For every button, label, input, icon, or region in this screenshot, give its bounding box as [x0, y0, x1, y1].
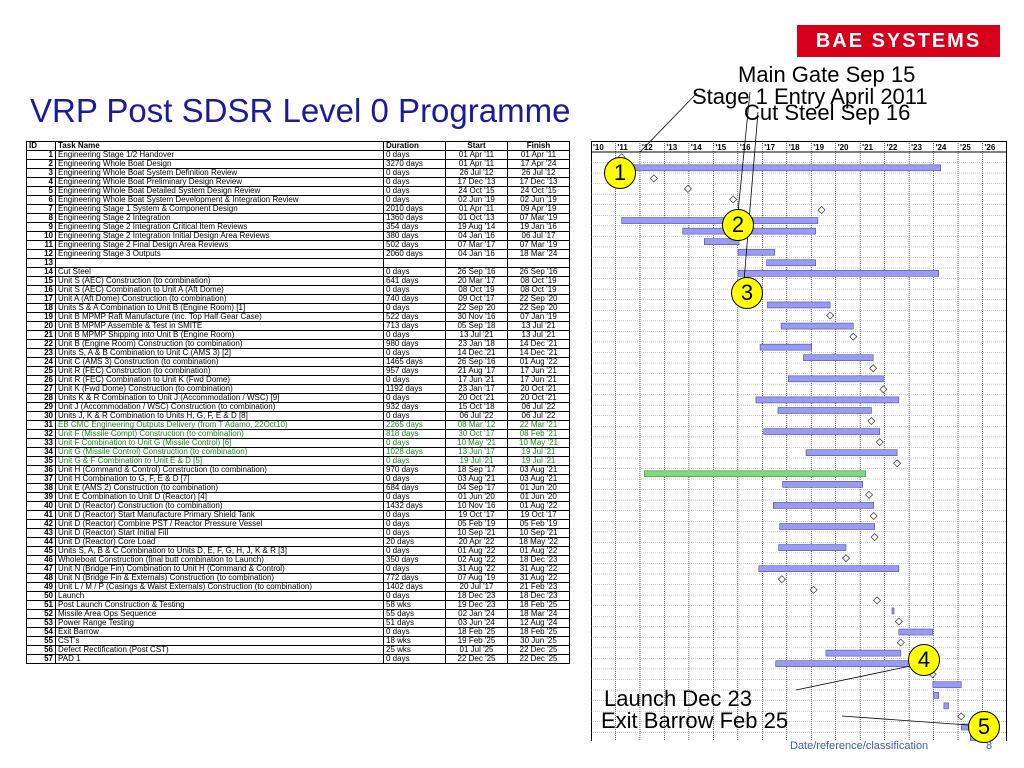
task-bar — [932, 681, 962, 689]
gantt-chart: '10 '11 '12 '13 '14 '15 '16 '17 '18 '19 '20 '21 '22 '… — [591, 141, 1007, 741]
milestone-diamond — [873, 596, 882, 605]
milestone-marker-2: 2 — [722, 209, 754, 241]
task-bar — [755, 396, 900, 404]
gantt-frame — [591, 141, 1007, 741]
task-bar — [621, 217, 819, 224]
year-tick-label: '25 — [960, 143, 971, 152]
task-bar — [780, 322, 854, 330]
table-row: 11 Engineering Stage 2 Final Design Area … — [26, 240, 570, 250]
task-bar — [777, 407, 872, 414]
task-bar — [898, 628, 933, 636]
main-gate-annotation: Main Gate Sep 15 — [738, 62, 916, 87]
milestone-diamond — [826, 311, 835, 320]
year-tick-label: '16 — [740, 143, 751, 152]
milestone-diamond — [896, 638, 905, 647]
milestone-marker-3: 3 — [731, 277, 763, 309]
task-bar — [787, 375, 884, 383]
table-row: 24 Unit C (AMS 3) Construction (to combin… — [26, 357, 570, 367]
milestone-marker-4: 4 — [908, 644, 940, 676]
slide-title: VRP Post SDSR Level 0 Programme — [30, 92, 571, 129]
table-row: 50 Launch 0 days 18 Dec '23 18 Dec '23 — [26, 591, 570, 601]
year-tick-label: '11 — [617, 143, 628, 152]
milestone-diamond — [957, 712, 966, 721]
milestone-diamond — [869, 511, 878, 520]
year-tick-label: '15 — [715, 143, 726, 152]
launch-annotation: Launch Dec 23 — [604, 686, 752, 711]
milestone-diamond — [849, 332, 858, 341]
year-tick-label: '20 — [838, 143, 849, 152]
year-tick-label: '22 — [887, 143, 898, 152]
bae-systems-logo: BAE SYSTEMS — [797, 25, 1000, 57]
milestone-diamond — [864, 490, 873, 499]
year-tick-label: '17 — [764, 143, 775, 152]
milestone-diamond — [809, 585, 818, 594]
milestone-diamond — [894, 617, 903, 626]
milestone-diamond — [777, 575, 786, 584]
task-bar — [825, 649, 902, 657]
task-table: ID Task Name Duration Start Finish 1 Engi… — [26, 141, 570, 664]
year-tick-label: '14 — [691, 143, 702, 152]
milestone-diamond — [683, 184, 692, 193]
table-row: 56 Defect Rectification (Post CST) 25 wks 0… — [26, 645, 570, 655]
task-bar — [766, 259, 816, 267]
year-tick-label: '13 — [666, 143, 677, 152]
launch-callout-line — [795, 663, 921, 691]
footer-classification: Date/reference/classification — [790, 740, 929, 752]
year-tick-label: '24 — [936, 143, 947, 152]
table-row: 32 Unit F (Missile Compt) Construction (t… — [26, 429, 570, 439]
task-bar — [805, 449, 898, 456]
table-row: 12 Engineering Stage 3 Outputs 2060 days 04… — [26, 249, 570, 259]
milestone-diamond — [869, 364, 878, 373]
year-tick-label: '12 — [642, 143, 653, 152]
year-tick-label: '23 — [911, 143, 922, 152]
task-bar — [782, 481, 863, 488]
cut-steel-annotation: Cut Steel Sep 16 — [744, 100, 911, 125]
milestone-diamond — [841, 554, 850, 563]
task-bar — [943, 702, 949, 710]
task-bar — [778, 544, 847, 551]
stage1-callout-line — [639, 92, 698, 153]
year-tick-label: '18 — [789, 143, 800, 152]
year-tick-label: '21 — [862, 143, 873, 152]
task-bar — [773, 502, 874, 509]
task-bar — [933, 692, 940, 699]
table-row: 17 Unit A (Aft Dome) Construction (to com… — [26, 294, 570, 304]
page-number: 8 — [986, 740, 993, 752]
task-bar — [763, 428, 881, 435]
exit-barrow-annotation: Exit Barrow Feb 25 — [601, 708, 789, 733]
milestone-diamond — [870, 533, 879, 542]
cut-steel-callout-line — [743, 111, 759, 282]
stage1-entry-annotation: Stage 1 Entry April 2011 — [692, 84, 928, 109]
task-bar — [767, 301, 831, 309]
task-bar — [803, 354, 874, 362]
milestone-diamond — [875, 438, 884, 447]
task-bar — [644, 470, 866, 478]
task-bar — [779, 523, 875, 530]
task-bar — [759, 343, 813, 351]
milestone-diamond — [867, 417, 876, 426]
task-bar — [703, 238, 740, 245]
exit-barrow-callout-line — [841, 715, 969, 726]
table-row: 36 Unit H (Command & Control) Constructio… — [26, 465, 570, 475]
task-bar — [737, 270, 940, 277]
year-tick-label: '26 — [985, 143, 996, 152]
milestone-diamond — [649, 174, 658, 183]
milestone-diamond — [817, 206, 826, 215]
table-row: 22 Unit B (Engine Room) Construction (to … — [26, 339, 570, 349]
task-bar — [891, 607, 895, 615]
task-bar — [758, 565, 900, 573]
milestone-diamond — [893, 459, 902, 468]
milestone-diamond — [729, 195, 738, 204]
year-tick-label: '19 — [813, 143, 824, 152]
main-gate-callout-line — [737, 91, 751, 213]
milestone-marker-1: 1 — [604, 157, 636, 189]
milestone-marker-5: 5 — [968, 711, 1000, 743]
task-finish: 22 Dec '25 — [507, 654, 570, 664]
year-tick-label: '10 — [593, 143, 604, 152]
milestone-diamond — [879, 385, 888, 394]
task-bar — [737, 248, 776, 256]
